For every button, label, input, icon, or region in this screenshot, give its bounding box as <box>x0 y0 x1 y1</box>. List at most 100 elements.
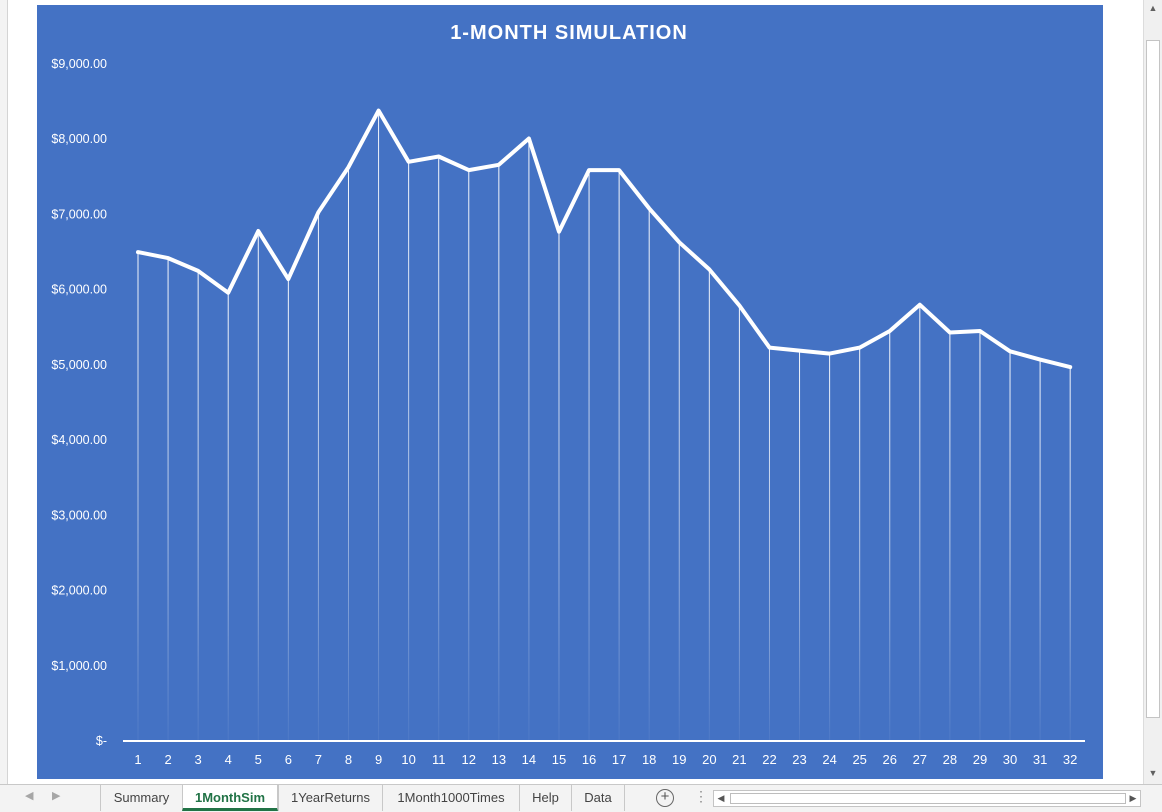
vertical-scrollbar[interactable]: ▲ ▼ <box>1143 0 1162 784</box>
y-tick-label: $2,000.00 <box>51 584 107 598</box>
x-tick-label: 24 <box>822 752 836 767</box>
x-tick-label: 19 <box>672 752 686 767</box>
y-tick-label: $4,000.00 <box>51 433 107 447</box>
x-tick-label: 12 <box>462 752 476 767</box>
scroll-right-icon[interactable]: ▶ <box>1129 793 1137 803</box>
x-axis-ticks: 1 2 3 4 5 6 7 8 9 10 11 12 13 14 15 16 17 18 19 20 21 22 23 24 2… <box>134 752 1077 767</box>
x-tick-label: 28 <box>943 752 957 767</box>
x-tick-label: 7 <box>315 752 322 767</box>
line-chart: 1-MONTH SIMULATION $-$1,000.00$2,000.00$… <box>51 22 1085 767</box>
x-tick-label: 27 <box>913 752 927 767</box>
drop-line <box>498 164 500 741</box>
x-tick-label: 14 <box>522 752 536 767</box>
x-tick-label: 13 <box>492 752 506 767</box>
x-tick-label: 4 <box>225 752 232 767</box>
drop-line <box>1009 351 1011 741</box>
scroll-up-icon[interactable]: ▲ <box>1148 3 1158 13</box>
tab-data[interactable]: Data <box>571 785 625 811</box>
y-tick-label: $6,000.00 <box>51 283 107 297</box>
drop-line <box>197 270 199 741</box>
x-tick-label: 23 <box>792 752 806 767</box>
drop-line <box>227 292 229 741</box>
x-tick-label: 20 <box>702 752 716 767</box>
drop-line <box>738 305 740 741</box>
x-tick-label: 6 <box>285 752 292 767</box>
drop-line <box>1069 367 1071 741</box>
x-tick-label: 9 <box>375 752 382 767</box>
x-tick-label: 29 <box>973 752 987 767</box>
drop-line <box>889 331 891 741</box>
scroll-left-icon[interactable]: ◀ <box>717 793 725 803</box>
x-tick-label: 8 <box>345 752 352 767</box>
x-tick-label: 26 <box>883 752 897 767</box>
x-tick-label: 30 <box>1003 752 1017 767</box>
chart-area[interactable]: 1-MONTH SIMULATION $- $1,000.00 $2,000.00 $… <box>37 5 1103 779</box>
x-tick-label: 2 <box>164 752 171 767</box>
drop-line <box>317 212 319 742</box>
y-tick-label: $1,000.00 <box>51 659 107 673</box>
y-tick-label: $5,000.00 <box>51 358 107 372</box>
y-axis-ticks: $- $1,000.00 $2,000.00 $3,000.00 $4,000.00 $5… <box>51 57 107 748</box>
drop-line <box>287 279 289 741</box>
x-tick-label: 25 <box>852 752 866 767</box>
y-tick-label: $7,000.00 <box>51 207 107 221</box>
x-tick-label: 22 <box>762 752 776 767</box>
drop-line <box>648 208 650 742</box>
y-tick-label: $- <box>96 734 107 748</box>
x-tick-label: 31 <box>1033 752 1047 767</box>
x-tick-label: 17 <box>612 752 626 767</box>
tab-1month1000times[interactable]: 1Month1000Times <box>382 785 519 811</box>
x-tick-label: 5 <box>255 752 262 767</box>
drop-line <box>137 252 139 742</box>
drop-line <box>347 167 349 741</box>
y-tick-label: $9,000.00 <box>51 57 107 71</box>
drop-line <box>919 304 921 741</box>
worksheet: 1-MONTH SIMULATION $- $1,000.00 $2,000.00 $… <box>0 0 1103 784</box>
drop-line <box>768 347 770 741</box>
drop-line <box>829 353 831 741</box>
drop-lines <box>137 110 1071 742</box>
drop-line <box>979 331 981 741</box>
x-tick-label: 15 <box>552 752 566 767</box>
add-sheet-icon[interactable]: + <box>656 789 674 807</box>
vertical-scroll-thumb[interactable] <box>1146 40 1160 718</box>
chart-title: 1-MONTH SIMULATION <box>450 22 688 44</box>
x-tick-label: 21 <box>732 752 746 767</box>
tab-1monthsim[interactable]: 1MonthSim <box>182 785 278 811</box>
drop-line <box>438 156 440 742</box>
drop-line <box>678 242 680 741</box>
drop-line <box>799 350 801 741</box>
drop-line <box>408 161 410 742</box>
drop-line <box>618 170 620 741</box>
horizontal-scrollbar[interactable]: ◀ ▶ <box>713 790 1141 807</box>
drop-line <box>167 258 169 741</box>
drop-line <box>588 170 590 741</box>
drop-line <box>257 230 259 741</box>
x-tick-label: 18 <box>642 752 656 767</box>
sheet-nav-next-icon[interactable]: ▶ <box>52 790 61 802</box>
more-options-icon[interactable]: ⋮ <box>694 788 708 804</box>
drop-line <box>708 269 710 741</box>
sheet-nav-prev-icon[interactable]: ◀ <box>25 790 34 802</box>
scroll-down-icon[interactable]: ▼ <box>1148 768 1158 778</box>
x-tick-label: 32 <box>1063 752 1077 767</box>
drop-line <box>468 170 470 741</box>
drop-line <box>1039 359 1041 741</box>
tab-help[interactable]: Help <box>519 785 571 811</box>
x-tick-label: 16 <box>582 752 596 767</box>
x-tick-label: 10 <box>401 752 415 767</box>
horizontal-scroll-thumb[interactable] <box>730 793 1126 804</box>
tab-summary[interactable]: Summary <box>100 785 182 811</box>
x-tick-label: 1 <box>134 752 141 767</box>
drop-line <box>528 138 530 742</box>
drop-line <box>859 347 861 741</box>
y-tick-label: $3,000.00 <box>51 508 107 522</box>
series-line <box>136 108 1073 370</box>
x-tick-label: 3 <box>195 752 202 767</box>
y-tick-label: $8,000.00 <box>51 132 107 146</box>
sheet-tab-bar: ◀ ▶ Summary 1MonthSim 1YearReturns 1Mont… <box>0 784 1162 812</box>
tab-1yearreturns[interactable]: 1YearReturns <box>278 785 382 811</box>
drop-line <box>558 231 560 742</box>
x-tick-label: 11 <box>432 752 446 767</box>
drop-line <box>949 332 951 741</box>
